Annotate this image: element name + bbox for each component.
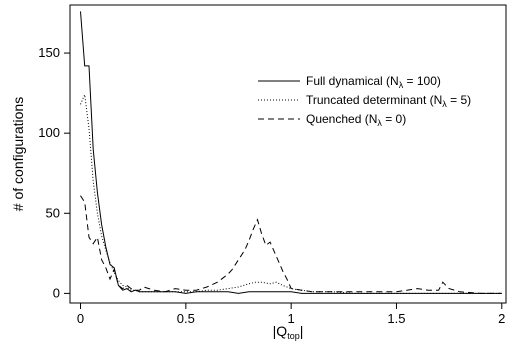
plot-area	[69, 4, 507, 304]
x-axis-ticks: 0 0.5 1 1.5 2	[77, 303, 505, 326]
x-tick-label: 0	[77, 311, 84, 326]
legend: Full dynamical (Nλ = 100) Truncated dete…	[258, 74, 471, 128]
series-line-1	[80, 92, 502, 294]
y-axis-ticks: 0 50 100 150	[38, 45, 70, 300]
legend-label-full-dynamical: Full dynamical (Nλ = 100)	[306, 74, 441, 90]
y-tick-label: 100	[38, 125, 60, 140]
series-line-0	[80, 11, 502, 294]
x-axis-label: |Qtop|	[273, 323, 304, 341]
x-tick-label: 1.5	[387, 311, 405, 326]
y-axis-label: # of configurations	[10, 97, 26, 211]
x-tick-label: 2	[498, 311, 505, 326]
series-line-2	[80, 195, 502, 294]
y-tick-label: 150	[38, 45, 60, 60]
series-layer	[80, 11, 502, 294]
x-axis-label-main: |Q	[273, 323, 288, 339]
x-tick-label: 1	[288, 311, 295, 326]
legend-label-quenched: Quenched (Nλ = 0)	[306, 112, 406, 128]
y-tick-label: 0	[53, 285, 60, 300]
x-axis-label-tail: |	[300, 323, 304, 339]
x-axis-label-sub: top	[287, 331, 300, 341]
y-tick-label: 50	[46, 205, 60, 220]
x-tick-label: 0.5	[177, 311, 195, 326]
legend-label-truncated-determinant: Truncated determinant (Nλ = 5)	[306, 93, 471, 109]
